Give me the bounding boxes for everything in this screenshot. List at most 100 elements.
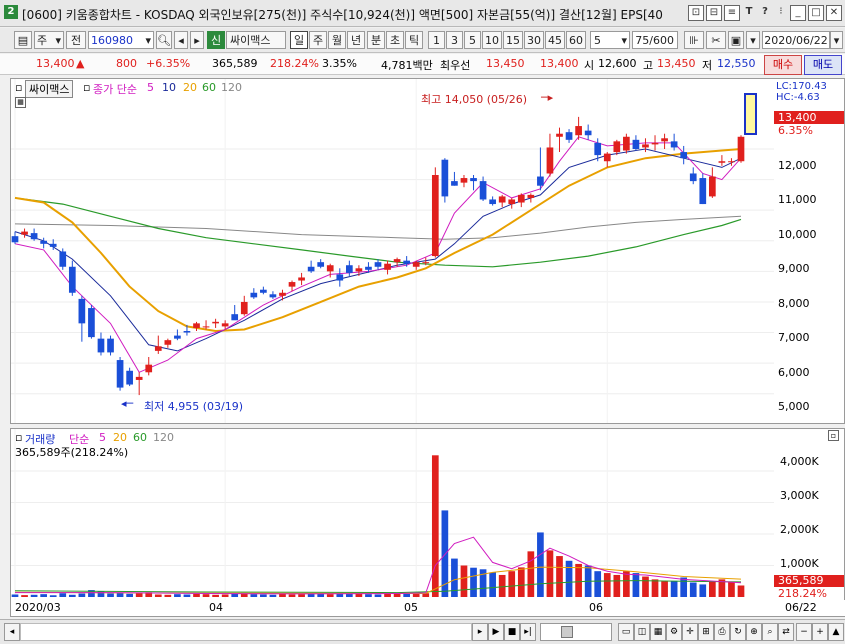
volume-bar bbox=[135, 593, 143, 597]
stock-name-field: 싸이맥스 bbox=[226, 31, 286, 49]
maximize-icon[interactable]: □ bbox=[808, 5, 824, 21]
period-tab-week[interactable]: 주 bbox=[309, 31, 327, 49]
text-icon[interactable]: ≡ bbox=[724, 5, 740, 21]
interval-10[interactable]: 10 bbox=[482, 31, 502, 49]
volume-bar bbox=[451, 558, 458, 597]
volume-bar bbox=[728, 581, 735, 597]
link-icon[interactable]: ⊕ bbox=[746, 623, 762, 641]
volume-bar bbox=[718, 579, 726, 597]
print-icon[interactable]: ⎙ bbox=[714, 623, 730, 641]
date-input[interactable]: 2020/06/22 bbox=[762, 31, 830, 49]
scroll-up-icon[interactable]: ▲ bbox=[828, 623, 844, 641]
sell-button[interactable]: 매도 bbox=[804, 55, 842, 75]
volume-bar bbox=[298, 594, 305, 597]
grid-toggle-icon[interactable]: ▦ bbox=[15, 97, 26, 108]
split-icon[interactable]: ◫ bbox=[634, 623, 650, 641]
save-icon[interactable]: ▣ bbox=[728, 31, 744, 49]
volume-bars bbox=[11, 455, 745, 597]
chart-icon[interactable]: ⊞ bbox=[698, 623, 714, 641]
dropdown-icon[interactable]: ▾ bbox=[746, 31, 760, 49]
zoom-in-icon[interactable]: + bbox=[812, 623, 828, 641]
price-chart bbox=[11, 79, 775, 423]
menu-icon[interactable]: ▤ bbox=[14, 31, 32, 49]
y-tick-label: 8,000 bbox=[778, 297, 810, 310]
price-chart-panel[interactable]: ▫ 싸이맥스 ▫ 종가 단순 5 10 20 60 120 ▦ 최고 14,05… bbox=[10, 78, 776, 424]
candle-body bbox=[336, 274, 344, 281]
interval-60[interactable]: 60 bbox=[566, 31, 586, 49]
prev-stock-icon[interactable]: ◂ bbox=[174, 31, 188, 49]
volume-bar bbox=[288, 594, 296, 597]
chart-type-icon[interactable]: ⊪ bbox=[684, 31, 704, 49]
calendar-icon[interactable]: ▾ bbox=[830, 31, 843, 49]
vol-ma-60-label: 60 bbox=[133, 431, 147, 444]
vol-tick-label: 2,000K bbox=[780, 523, 819, 536]
right-arrow-icon: ─▸ bbox=[541, 91, 554, 104]
bar-count-input[interactable]: 75/600 bbox=[632, 31, 678, 49]
view-icon[interactable]: ▭ bbox=[618, 623, 634, 641]
zoom-thumb[interactable] bbox=[561, 626, 573, 638]
search-icon[interactable]: ⌕ bbox=[762, 623, 778, 641]
help-icon[interactable]: ? bbox=[762, 6, 768, 17]
period-tab-day[interactable]: 일 bbox=[290, 31, 308, 49]
volume-label: 거래량 bbox=[25, 433, 56, 446]
scroll-left-icon[interactable]: ◂ bbox=[4, 623, 20, 641]
interval-1[interactable]: 1 bbox=[428, 31, 445, 49]
vol-tick-label: 4,000K bbox=[780, 455, 819, 468]
zoom-slider[interactable] bbox=[540, 623, 612, 641]
candle-body bbox=[699, 178, 707, 205]
period-tab-year[interactable]: 년 bbox=[347, 31, 365, 49]
volume-bar bbox=[116, 592, 124, 597]
candle-body bbox=[145, 364, 153, 373]
layout-icon[interactable]: ▦ bbox=[650, 623, 666, 641]
period-select[interactable]: 주 ▾ bbox=[34, 31, 64, 49]
volume-chart-panel[interactable]: ▫ 거래량 단순 5 20 60 120 365,589주(218.24%) bbox=[10, 428, 776, 602]
font-icon[interactable]: T bbox=[745, 6, 753, 17]
search-icon[interactable]: 🔍︎ bbox=[156, 31, 172, 49]
next-stock-icon[interactable]: ▸ bbox=[190, 31, 204, 49]
ma-settings-icon[interactable]: ▫ bbox=[83, 81, 91, 94]
pin-icon[interactable]: ⊟ bbox=[706, 5, 722, 21]
high-label: 고 bbox=[643, 59, 654, 72]
minimize-icon[interactable]: _ bbox=[790, 5, 806, 21]
interval-5[interactable]: 5 bbox=[464, 31, 481, 49]
interval-3[interactable]: 3 bbox=[446, 31, 463, 49]
period-tab-minute[interactable]: 분 bbox=[367, 31, 385, 49]
mode-button[interactable]: 전 bbox=[66, 31, 86, 49]
high-price: 13,450 bbox=[657, 57, 696, 70]
restore-icon[interactable]: ⊡ bbox=[688, 5, 704, 21]
refresh-icon[interactable]: ↻ bbox=[730, 623, 746, 641]
sync-icon[interactable]: ⇄ bbox=[778, 623, 794, 641]
interval-15[interactable]: 15 bbox=[503, 31, 523, 49]
zoom-out-icon[interactable]: − bbox=[796, 623, 812, 641]
chart-scrollbar[interactable]: ◂ ▸ ▶ ■ ▸| ▭ ◫ ▦ ⚙ ✛ ⊞ ⎙ ↻ ⊕ ⌕ ⇄ − + ▲ bbox=[0, 619, 845, 644]
interval-input[interactable]: 5 ▾ bbox=[590, 31, 630, 49]
low-label: 저 bbox=[702, 59, 713, 72]
stock-tag[interactable]: 싸이맥스 bbox=[25, 80, 74, 98]
volume-bar bbox=[680, 577, 688, 597]
volume-bar bbox=[613, 574, 621, 597]
period-tab-second[interactable]: 초 bbox=[386, 31, 404, 49]
period-tab-tick[interactable]: 틱 bbox=[405, 31, 423, 49]
close-icon[interactable]: ✕ bbox=[826, 5, 842, 21]
play-icon[interactable]: ▶ bbox=[488, 623, 504, 641]
interval-45[interactable]: 45 bbox=[545, 31, 565, 49]
period-tab-month[interactable]: 월 bbox=[328, 31, 346, 49]
volume-bar bbox=[603, 573, 611, 597]
y-tick-label: 7,000 bbox=[778, 331, 810, 344]
crosshair-icon[interactable]: ✛ bbox=[682, 623, 698, 641]
tools-icon[interactable]: ✂ bbox=[706, 31, 726, 49]
stop-icon[interactable]: ■ bbox=[504, 623, 520, 641]
candle-body bbox=[451, 181, 458, 186]
gear-icon[interactable]: ⚙ bbox=[666, 623, 682, 641]
volume-bar bbox=[49, 595, 57, 597]
end-icon[interactable]: ▸| bbox=[520, 623, 536, 641]
scroll-right-icon[interactable]: ▸ bbox=[472, 623, 488, 641]
lock-icon[interactable]: ⁝ bbox=[779, 6, 783, 17]
buy-button[interactable]: 매수 bbox=[764, 55, 802, 75]
scroll-track[interactable] bbox=[20, 623, 472, 641]
candle-body bbox=[403, 260, 411, 264]
stock-code-input[interactable]: 160980 ▾ bbox=[88, 31, 154, 49]
volume-bar bbox=[78, 593, 86, 597]
interval-30[interactable]: 30 bbox=[524, 31, 544, 49]
collapse-icon[interactable]: ▫ bbox=[828, 430, 839, 441]
